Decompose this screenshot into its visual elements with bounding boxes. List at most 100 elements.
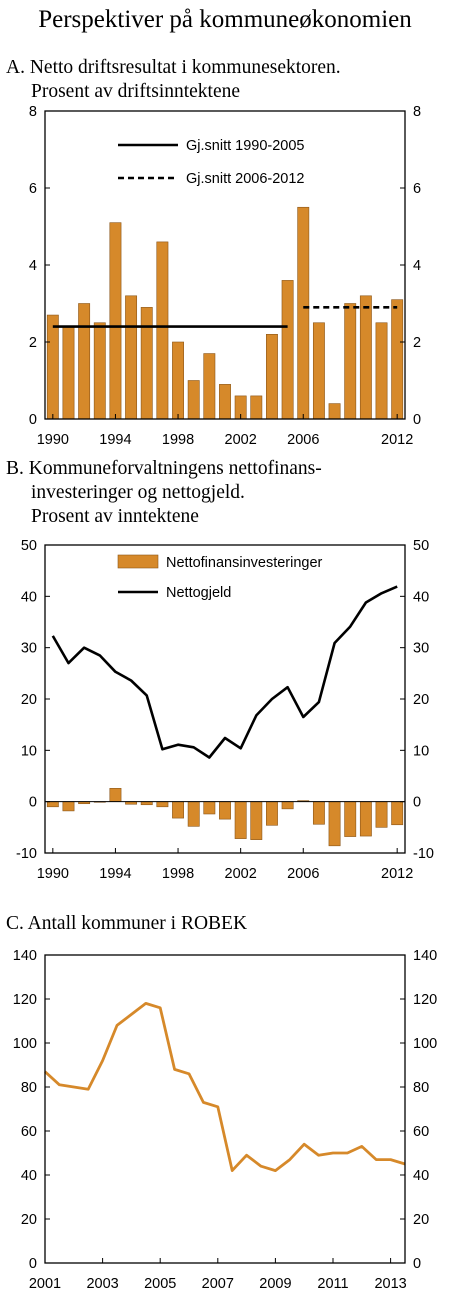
panel-b-bar bbox=[187, 801, 200, 827]
panel-c-ytick-label-left: 40 bbox=[21, 1168, 37, 1184]
panel-a-ytick-label-left: 8 bbox=[29, 104, 37, 120]
panel-a-bar bbox=[172, 341, 184, 420]
panel-c-ytick-label-left: 80 bbox=[21, 1080, 37, 1096]
panel-a-xtick-label: 1990 bbox=[37, 432, 69, 448]
panel-b-xtick-label: 1994 bbox=[99, 866, 131, 882]
panel-a-bar bbox=[156, 241, 169, 420]
panel-a-xtick-label: 1994 bbox=[99, 432, 131, 448]
panel-a-bar bbox=[187, 380, 200, 420]
panel-b-xtick-label: 2002 bbox=[225, 866, 257, 882]
panel-c-ytick-label-left: 140 bbox=[13, 948, 37, 964]
panel-b-ytick-label-right: 10 bbox=[413, 743, 429, 759]
panel-b-bar bbox=[281, 801, 294, 810]
panel-b-ytick-label-left: 40 bbox=[21, 589, 37, 605]
panel-a-bar bbox=[203, 353, 216, 420]
panel-c-xtick-label: 2009 bbox=[259, 1276, 291, 1292]
panel-b-bar bbox=[46, 801, 59, 808]
panel-a-xtick-label: 2002 bbox=[225, 432, 257, 448]
panel-c-ytick-label-left: 20 bbox=[21, 1212, 37, 1228]
panel-b-xtick-label: 2006 bbox=[287, 866, 319, 882]
panel-c-ytick-label-right: 100 bbox=[413, 1036, 437, 1052]
panel-c-ytick-label-left: 60 bbox=[21, 1124, 37, 1140]
panel-a-bar bbox=[312, 322, 325, 420]
panel-a-xtick-label: 2012 bbox=[381, 432, 413, 448]
panel-b-bar bbox=[312, 801, 325, 825]
panel-a-ytick-label-left: 4 bbox=[29, 258, 37, 274]
panel-b-bar bbox=[234, 801, 247, 839]
panel-a-ytick-label-left: 0 bbox=[29, 412, 37, 428]
panel-a-title-line-2: Prosent av driftsinntektene bbox=[31, 81, 241, 102]
panel-a-xtick-label: 2006 bbox=[287, 432, 319, 448]
panel-b-bar bbox=[391, 801, 404, 826]
panel-c-xtick-label: 2007 bbox=[202, 1276, 234, 1292]
panel-c-ytick-label-right: 140 bbox=[413, 948, 437, 964]
panel-b-bar bbox=[344, 801, 357, 837]
panel-c-xtick-label: 2005 bbox=[144, 1276, 176, 1292]
panel-b-ytick-label-right: -10 bbox=[413, 846, 434, 862]
panel-a-bar bbox=[359, 295, 372, 420]
panel-a-ytick-label-right: 2 bbox=[413, 335, 421, 351]
panel-c-ytick-label-left: 0 bbox=[29, 1256, 37, 1272]
panel-b-ytick-label-right: 30 bbox=[413, 641, 429, 657]
panel-a-bar bbox=[328, 403, 341, 420]
panel-b-ytick-label-left: 50 bbox=[21, 538, 37, 554]
panel-b-xtick-label: 1998 bbox=[162, 866, 194, 882]
panel-b-bar bbox=[375, 801, 388, 828]
panel-b-ytick-label-left: 0 bbox=[29, 795, 37, 811]
panel-b-ytick-label-left: -10 bbox=[16, 846, 37, 862]
panel-b-legend-swatch-bar bbox=[117, 554, 159, 569]
panel-a-bar bbox=[140, 307, 153, 420]
panel-b-bar bbox=[156, 801, 169, 808]
panel-a-title-line-1: A. Netto driftsresultat i kommunesektore… bbox=[6, 57, 341, 78]
panel-c-ytick-label-left: 100 bbox=[13, 1036, 37, 1052]
panel-b-ytick-label-left: 10 bbox=[21, 743, 37, 759]
panel-a-title: A. Netto driftsresultat i kommunesektore… bbox=[6, 56, 341, 104]
panel-b-legend-label: Nettofinansinvesteringer bbox=[166, 555, 323, 571]
panel-b-ytick-label-right: 40 bbox=[413, 589, 429, 605]
panel-a-bar bbox=[109, 222, 122, 420]
panel-a-bar bbox=[266, 333, 278, 420]
panel-a-bar bbox=[78, 303, 91, 420]
panel-a-xtick-label: 1998 bbox=[162, 432, 194, 448]
panel-b-ytick-label-right: 50 bbox=[413, 538, 429, 554]
panel-c-ytick-label-right: 40 bbox=[413, 1168, 429, 1184]
panel-c-xtick-label: 2001 bbox=[29, 1276, 61, 1292]
panel-a-bar bbox=[391, 299, 404, 420]
panel-b-xtick-label: 1990 bbox=[37, 866, 69, 882]
panel-c-ytick-label-right: 120 bbox=[413, 992, 437, 1008]
panel-a-ytick-label-left: 6 bbox=[29, 181, 37, 197]
panel-b-bar bbox=[359, 801, 372, 837]
panel-a-bar bbox=[297, 206, 310, 420]
panel-a-ytick-label-right: 4 bbox=[413, 258, 421, 274]
panel-c-ytick-label-right: 0 bbox=[413, 1256, 421, 1272]
panel-c-plot-frame bbox=[44, 954, 406, 1264]
panel-a-bar bbox=[46, 314, 59, 420]
panel-a-bar bbox=[93, 322, 106, 420]
page-title: Perspektiver på kommuneøkonomien bbox=[38, 6, 412, 33]
panel-b-bar bbox=[62, 801, 75, 812]
panel-c-ytick-label-right: 80 bbox=[413, 1080, 429, 1096]
panel-b-ytick-label-right: 20 bbox=[413, 692, 429, 708]
panel-a-ytick-label-right: 8 bbox=[413, 104, 421, 120]
panel-c-title-line-1: C. Antall kommuner i ROBEK bbox=[6, 913, 248, 934]
panel-b-nettogjeld-line bbox=[51, 585, 398, 759]
panel-b-title-line-3: Prosent av inntektene bbox=[31, 506, 199, 527]
panel-c-robek-line bbox=[44, 1002, 406, 1172]
panel-a-bar bbox=[281, 280, 294, 420]
panel-a-bar bbox=[125, 295, 138, 420]
panel-b-title-line-1: B. Kommuneforvaltningens nettofinans- bbox=[6, 458, 322, 479]
panel-a-bar bbox=[344, 303, 357, 420]
panel-c-xtick-label: 2011 bbox=[317, 1276, 348, 1292]
panel-b-xtick-label: 2012 bbox=[381, 866, 413, 882]
panel-a-ytick-label-right: 0 bbox=[413, 412, 421, 428]
panel-a-legend-label: Gj.snitt 2006-2012 bbox=[186, 171, 305, 187]
panel-c-ytick-label-left: 120 bbox=[13, 992, 37, 1008]
panel-c-xtick-label: 2013 bbox=[374, 1276, 406, 1292]
panel-b-legend-label: Nettogjeld bbox=[166, 585, 231, 601]
panel-b-bar bbox=[250, 801, 263, 840]
panel-b-title: B. Kommuneforvaltningens nettofinans- in… bbox=[6, 457, 322, 529]
panel-c-ytick-label-right: 60 bbox=[413, 1124, 429, 1140]
panel-b-ytick-label-left: 30 bbox=[21, 641, 37, 657]
panel-a-bar bbox=[375, 322, 388, 420]
